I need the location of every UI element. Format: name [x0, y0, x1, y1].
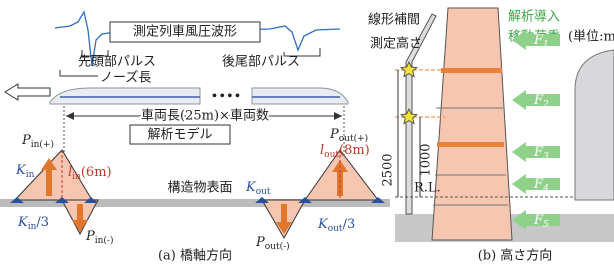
dim-2500: 2500 [381, 153, 396, 186]
band [441, 68, 502, 73]
caption-b: (b) 高さ方向 [478, 248, 553, 264]
caption-a: (a) 橋軸方向 [158, 248, 232, 264]
k-in-third: Kin/3 [17, 215, 49, 232]
structure-surface: 構造物表面 [167, 181, 232, 196]
l-in: lin(6m) [68, 165, 112, 182]
force-sub: 3 [543, 152, 549, 162]
nose-length: ノーズ長 [100, 70, 151, 86]
band [437, 142, 504, 147]
ellipsis: •••• [211, 90, 242, 105]
linear-interp: 線形補間 [368, 12, 420, 28]
car-length: 車両長(25m)×車両数 [141, 109, 269, 124]
model-title: 解析モデル [147, 127, 212, 143]
direction-arrow [5, 84, 50, 100]
tail-pulse: 後尾部パルス [222, 55, 300, 70]
bracket [60, 70, 98, 76]
k-in: Kin [15, 163, 35, 180]
rl: R.L. [414, 181, 441, 196]
unit: (単位:mm) [568, 29, 614, 45]
p-in-plus: Pin(+) [21, 133, 54, 150]
k-out: Kout [245, 180, 271, 197]
panel-a: 測定列車風圧波形 先頭部パルス 後尾部パルス ノーズ長 •••• 車両長(25m… [0, 12, 390, 264]
measured-height: 測定高さ [370, 36, 422, 52]
p-in-minus: Pin(-) [85, 229, 114, 246]
head-pulse: 先頭部パルス [78, 55, 156, 70]
dim-1000: 1000 [419, 143, 434, 176]
force-sub: 2 [542, 100, 549, 110]
k-out-third: Kout/3 [317, 217, 355, 234]
force-sub: 1 [543, 40, 549, 50]
train [50, 88, 348, 104]
train-front [575, 50, 614, 200]
waveform-title: 測定列車風圧波形 [133, 25, 237, 40]
force-sub: 4 [542, 184, 549, 194]
p-out-plus: Pout(+) [329, 127, 368, 144]
force-sub: 5 [543, 220, 549, 230]
l-out: lout(8m) [320, 143, 370, 160]
panel-b: 2500 1000 R.L. 線形補間 測定高さ 解析導入 移動荷重 (単位:m… [368, 8, 614, 264]
figure: 測定列車風圧波形 先頭部パルス 後尾部パルス ノーズ長 •••• 車両長(25m… [0, 0, 614, 266]
moving-load: 解析導入 [508, 10, 560, 25]
